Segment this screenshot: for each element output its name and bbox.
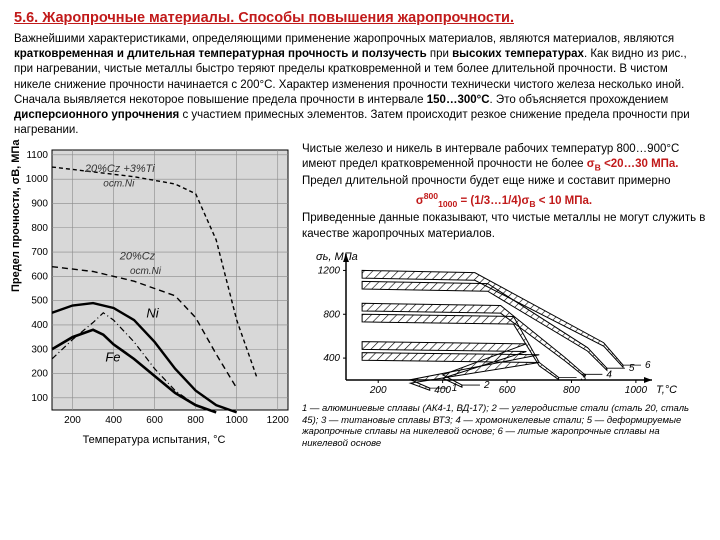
svg-text:600: 600 xyxy=(499,385,516,396)
paragraph-1: Важнейшими характеристиками, определяющи… xyxy=(14,32,706,138)
svg-text:1000: 1000 xyxy=(26,174,49,185)
svg-text:ост.Ni: ост.Ni xyxy=(130,266,162,277)
svg-text:20%Cz: 20%Cz xyxy=(119,251,156,263)
f-end: < 10 МПа. xyxy=(536,195,593,207)
svg-text:400: 400 xyxy=(105,415,122,426)
svg-text:Ni: Ni xyxy=(146,306,159,321)
section-title: 5.6. Жаропрочные материалы. Способы повы… xyxy=(14,10,706,26)
f-sigma: σ xyxy=(416,195,424,207)
p1-d: высоких температурах xyxy=(452,48,584,60)
svg-text:800: 800 xyxy=(563,385,580,396)
svg-text:700: 700 xyxy=(31,247,48,258)
chart1-ylabel: Предел прочности, σВ, МПа xyxy=(10,140,22,292)
svg-text:400: 400 xyxy=(434,385,451,396)
svg-text:1200: 1200 xyxy=(318,265,341,276)
svg-text:400: 400 xyxy=(31,320,48,331)
svg-text:6: 6 xyxy=(645,360,651,371)
chart-1: Предел прочности, σВ, МПа 10020030040050… xyxy=(14,142,294,452)
p1-g: . Это объясняется прохождением xyxy=(490,94,669,106)
svg-text:1000: 1000 xyxy=(226,415,249,426)
rt-b: Предел длительной прочности будет еще ни… xyxy=(302,175,671,187)
rt-sigma: σ xyxy=(587,158,595,170)
f-sup: 800 xyxy=(424,191,438,201)
formula: σ8001000 = (1/3…1/4)σВ < 10 МПа. xyxy=(302,191,706,209)
svg-text:800: 800 xyxy=(323,309,340,320)
svg-text:200: 200 xyxy=(31,369,48,380)
p1-f: 150…300°С xyxy=(427,94,490,106)
rt-red1: <20…30 МПа. xyxy=(601,158,679,170)
f-sub: 1000 xyxy=(438,199,457,209)
chart-2: 400 800 1200 200 400 600 800 1000 σь, МПа T,°C 65 4… xyxy=(302,248,706,451)
svg-text:1: 1 xyxy=(452,383,458,394)
svg-text:800: 800 xyxy=(187,415,204,426)
svg-text:100: 100 xyxy=(31,393,48,404)
f-mid: = (1/3…1/4)σ xyxy=(457,195,529,207)
svg-text:Fe: Fe xyxy=(105,350,120,365)
legend2-text: 1 — алюминиевые сплавы (АК4-1, ВД-17); 2… xyxy=(302,403,689,450)
svg-text:500: 500 xyxy=(31,296,48,307)
svg-text:400: 400 xyxy=(323,353,340,364)
svg-text:σь, МПа: σь, МПа xyxy=(316,251,358,263)
p1-b: кратковременная и длительная температурн… xyxy=(14,48,427,60)
right-paragraph: Чистые железо и никель в интервале рабоч… xyxy=(302,142,706,189)
svg-text:800: 800 xyxy=(31,223,48,234)
svg-text:1200: 1200 xyxy=(267,415,290,426)
svg-text:1000: 1000 xyxy=(625,385,648,396)
svg-text:900: 900 xyxy=(31,199,48,210)
svg-text:4: 4 xyxy=(606,369,612,380)
svg-text:1100: 1100 xyxy=(26,150,48,161)
svg-text:ост.Ni: ост.Ni xyxy=(103,179,135,190)
svg-text:300: 300 xyxy=(31,344,48,355)
svg-text:600: 600 xyxy=(146,415,163,426)
svg-text:200: 200 xyxy=(369,385,387,396)
chart1-xlabel: Температура испытания, °С xyxy=(14,434,294,446)
svg-text:5: 5 xyxy=(629,363,635,374)
right-paragraph-2: Приведенные данные показывают, что чисты… xyxy=(302,211,706,241)
svg-text:200: 200 xyxy=(64,415,81,426)
p1-a: Важнейшими характеристиками, определяющи… xyxy=(14,33,674,45)
svg-text:2: 2 xyxy=(483,380,490,391)
p1-h: дисперсионного упрочнения xyxy=(14,109,179,121)
chart2-legend: 1 — алюминиевые сплавы (АК4-1, ВД-17); 2… xyxy=(302,403,706,451)
svg-text:600: 600 xyxy=(31,272,48,283)
svg-text:20%Cz +3%Ti: 20%Cz +3%Ti xyxy=(84,163,155,175)
p1-c: при xyxy=(427,48,452,60)
svg-text:3: 3 xyxy=(581,372,587,383)
svg-text:T,°C: T,°C xyxy=(656,384,677,396)
